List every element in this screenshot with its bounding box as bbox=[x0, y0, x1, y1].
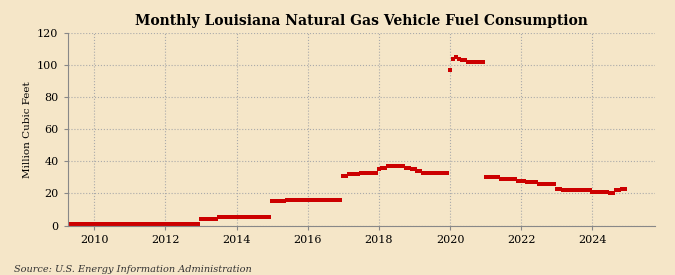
Title: Monthly Louisiana Natural Gas Vehicle Fuel Consumption: Monthly Louisiana Natural Gas Vehicle Fu… bbox=[135, 14, 587, 28]
Y-axis label: Million Cubic Feet: Million Cubic Feet bbox=[22, 81, 32, 178]
Text: Source: U.S. Energy Information Administration: Source: U.S. Energy Information Administ… bbox=[14, 265, 251, 274]
